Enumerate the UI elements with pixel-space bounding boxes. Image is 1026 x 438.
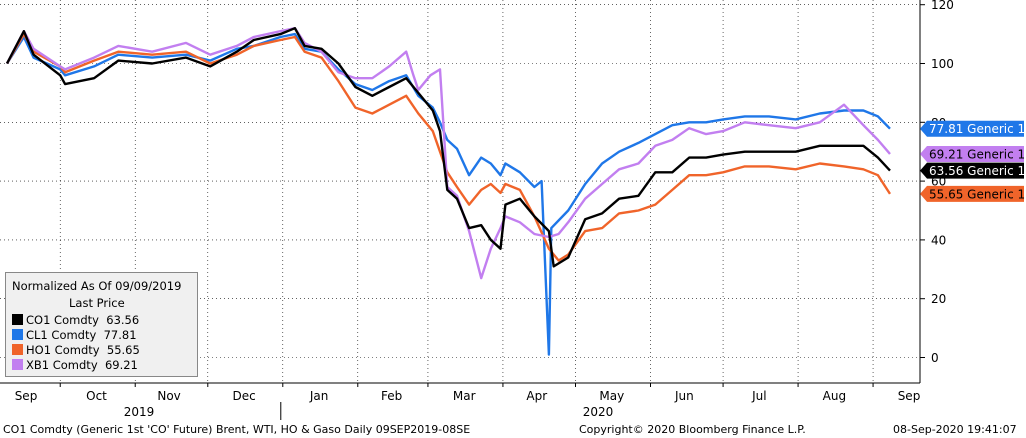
legend-series-value: 69.21 [105,358,138,372]
x-tick-label: Jan [309,389,329,403]
legend-series-name: HO1 Comdty [26,343,100,357]
legend-item-cl1: CL1 Comdty 77.81 [12,328,137,342]
y-tick-label: 120 [931,0,954,12]
x-axis: Sep Oct Nov Dec Jan Feb Mar Apr May Jun Jul Aug Sep 2… [0,383,920,420]
price-tag-label: 55.65 Generic 1 [929,187,1025,201]
y-tick-label: 100 [931,57,954,71]
footer-description: CO1 Comdty (Generic 1st 'CO' Future) Bre… [3,423,470,436]
legend-series-name: XB1 Comdty [26,358,98,372]
last-price-tags: 63.56 Generic 1 77.81 Generic 1 55.65 Gene… [920,121,1025,202]
price-tag-label: 63.56 Generic 1 [929,164,1025,178]
y-tick-label: 20 [931,292,946,306]
price-tag-label: 77.81 Generic 1 [929,122,1025,136]
legend-series-value: 55.65 [107,343,140,357]
legend-item-co1: CO1 Comdty 63.56 [12,313,139,327]
legend-title: Normalized As Of 09/09/2019 [12,279,181,293]
legend-item-ho1: HO1 Comdty 55.65 [12,343,140,357]
x-tick-label: Jul [751,389,766,403]
legend-swatch [12,314,23,325]
year-label-2020: 2020 [583,405,614,419]
x-tick-label: Sep [15,389,38,403]
legend-swatch [12,344,23,355]
legend-series-name: CL1 Comdty [26,328,96,342]
x-tick-label: Jun [674,389,694,403]
x-tick-label: Aug [823,389,846,403]
x-tick-label: Oct [86,389,107,403]
price-tag-xb1: 69.21 Generic 1 [920,146,1025,162]
x-tick-label: Mar [453,389,476,403]
x-tick-label: Apr [526,389,547,403]
legend-series-name: CO1 Comdty [26,313,99,327]
footer-bar: CO1 Comdty (Generic 1st 'CO' Future) Bre… [0,421,1026,438]
series-line-xb1 [7,28,890,278]
series-line-ho1 [7,34,890,260]
price-tag-label: 69.21 Generic 1 [929,148,1025,162]
y-tick-label: 0 [931,351,939,365]
price-tag-cl1: 77.81 Generic 1 [920,121,1025,137]
price-tag-ho1: 55.65 Generic 1 [920,186,1025,202]
legend-subtitle: Last Price [69,296,125,310]
legend-item-xb1: XB1 Comdty 69.21 [12,358,138,372]
x-tick-label: Feb [381,389,402,403]
legend-series-value: 63.56 [106,313,139,327]
legend-swatch [12,329,23,340]
footer-timestamp: 08-Sep-2020 19:41:07 [893,423,1017,436]
x-tick-label: May [599,389,624,403]
x-tick-label: Nov [157,389,180,403]
legend-box: Normalized As Of 09/09/2019 Last Price C… [5,272,198,377]
x-tick-label: Sep [898,389,921,403]
series-line-co1 [7,28,890,266]
legend-series-value: 77.81 [104,328,137,342]
y-tick-label: 40 [931,233,946,247]
price-tag-co1: 63.56 Generic 1 [920,163,1025,179]
legend-swatch [12,359,23,370]
x-tick-label: Dec [232,389,255,403]
year-label-2019: 2019 [124,405,155,419]
footer-copyright: Copyright© 2020 Bloomberg Finance L.P. [579,423,806,436]
